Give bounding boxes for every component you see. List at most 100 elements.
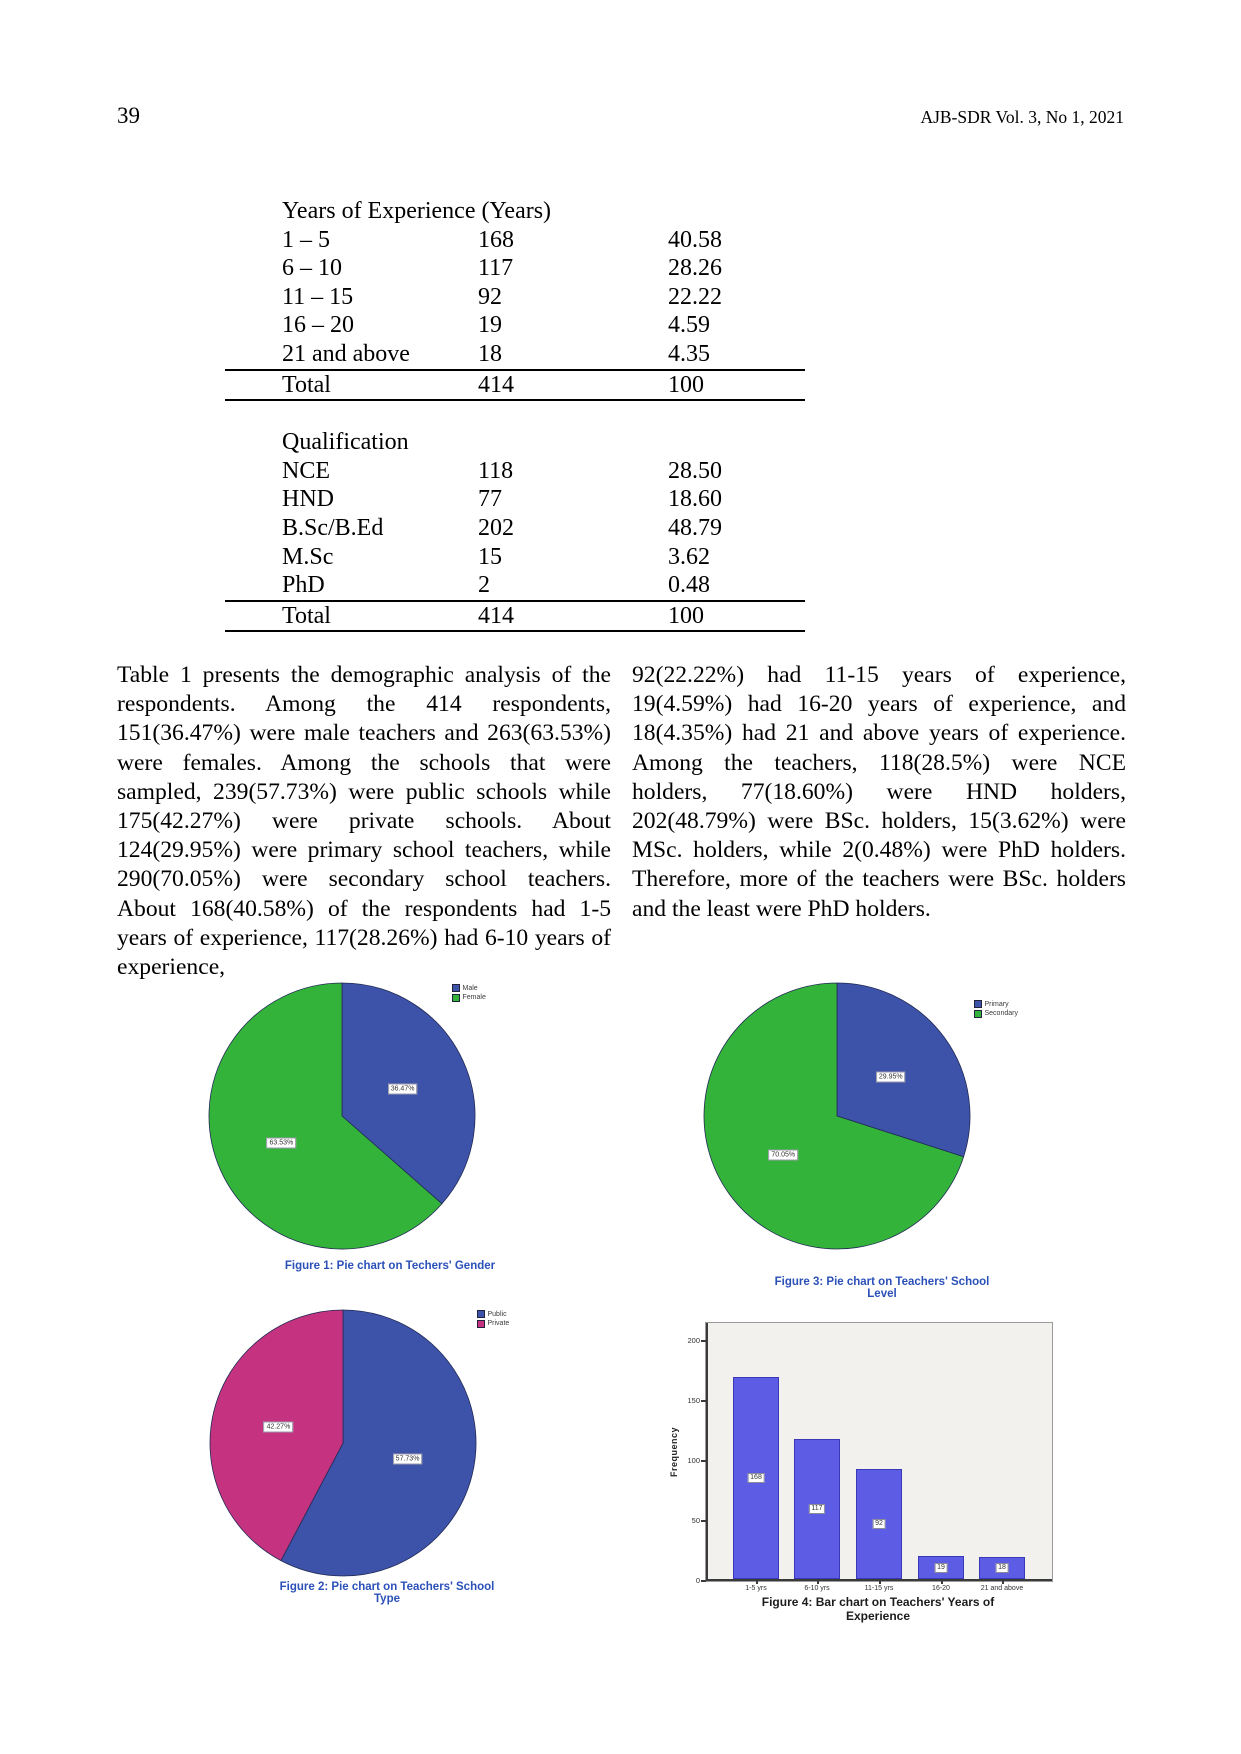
legend-entry: Secondary [974,1009,1018,1018]
legend-label: Public [487,1310,507,1318]
pie-value-label: 57.73% [392,1453,423,1465]
table-row: NCE 118 28.50 [225,457,805,486]
pie-slice-private [209,1309,344,1562]
legend-label: Primary [984,1000,1009,1008]
table-cell: 118 [478,457,514,484]
bar-value-label: 18 [995,1563,1009,1574]
x-tick-mark [756,1581,758,1584]
y-tick-label: 150 [687,1396,700,1405]
table-cell: Total [282,371,331,398]
table-cell: 40.58 [668,226,722,253]
body-text-left-column: Table 1 presents the demographic analysi… [117,662,611,981]
figure3-school-level-pie-chart: 29.95% 70.05% [697,976,977,1256]
table-cell: 6 – 10 [282,255,342,282]
table-cell: 414 [478,602,514,629]
legend-entry: Public [477,1310,509,1318]
legend-swatch [974,1009,982,1018]
pie-slice-primary [836,982,971,1158]
table-cell: 4.35 [668,340,710,367]
body-text-right-column: 92(22.22%) had 11-15 years of experience… [632,662,1126,922]
y-tick-mark [701,1460,706,1462]
figure4-experience-bar-chart: 0 50 100 150 200 168 1-5 yrs 117 6-10 yrs 92 11-15… [687,1322,1053,1592]
table-row: 21 and above 18 4.35 [225,340,805,369]
table-cell: 3.62 [668,543,710,570]
x-tick-label: 16-20 [932,1585,950,1592]
figure2-school-type-pie-chart: 57.73% 42.27% [203,1303,483,1583]
table-total-row: Total 414 100 [225,368,805,402]
legend-entry: Private [477,1319,509,1328]
x-tick-mark [817,1581,819,1584]
table-row: B.Sc/B.Ed 202 48.79 [225,514,805,543]
legend-label: Female [462,994,486,1001]
x-tick-label: 6-10 yrs [804,1585,830,1592]
figure2-caption: Figure 2: Pie chart on Teachers' School … [279,1581,495,1605]
y-tick-mark [701,1340,706,1342]
legend-swatch [974,1000,982,1008]
figure2-legend: Public Private [477,1310,509,1329]
y-tick-mark [701,1580,706,1582]
table-cell: 0.48 [668,572,710,599]
legend-entry: Primary [974,1000,1018,1008]
pie-value-label: 70.05% [768,1149,799,1161]
pie-slice-female [208,982,443,1250]
bar-value-label: 168 [747,1473,765,1484]
table-cell: 21 and above [282,340,410,367]
page-number: 39 [117,103,140,128]
table-row: M.Sc 15 3.62 [225,543,805,572]
table-cell: 4.59 [668,312,710,339]
figure1-caption: Figure 1: Pie chart on Techers' Gender [284,1260,496,1272]
table-cell: 168 [478,226,514,253]
figure4-y-axis-label: Frequency [669,1426,679,1478]
x-tick-mark [941,1581,943,1584]
table-section-header: Years of Experience (Years) [282,198,552,224]
legend-swatch [452,993,460,1002]
legend-swatch [477,1310,485,1318]
table-cell: 100 [668,371,704,398]
figure4-x-axis-line [706,1579,1052,1581]
figure4-y-axis-line [706,1323,708,1581]
table-cell: 92 [478,283,502,310]
figure3-caption: Figure 3: Pie chart on Teachers' School … [774,1276,990,1300]
table-row: PhD 2 0.48 [225,571,805,600]
x-tick-mark [1002,1581,1004,1584]
x-tick-mark [879,1581,881,1584]
table-cell: 15 [478,543,502,570]
table-row: 11 – 15 92 22.22 [225,283,805,312]
table-cell: 16 – 20 [282,312,354,339]
table-cell: 414 [478,371,514,398]
legend-label: Male [462,984,478,992]
table-row: 1 – 5 168 40.58 [225,226,805,255]
figure4-caption: Figure 4: Bar chart on Teachers' Years o… [761,1595,995,1623]
figure1-pie-svg [208,982,476,1250]
table-cell: PhD [282,572,325,599]
figure3-pie-svg [703,982,971,1250]
y-tick-label: 50 [691,1516,700,1525]
y-tick-label: 100 [687,1456,700,1465]
table-cell: 117 [478,255,514,282]
table-row: 16 – 20 19 4.59 [225,311,805,340]
bar-value-label: 19 [934,1562,948,1573]
table-section-spacer [225,401,805,428]
legend-label: Secondary [984,1010,1018,1017]
figure1-gender-pie-chart: 36.47% 63.53% [202,976,482,1256]
table-cell: B.Sc/B.Ed [282,514,384,541]
table-cell: 19 [478,312,502,339]
y-tick-mark [701,1400,706,1402]
pie-slice-secondary [703,982,965,1250]
table-cell: NCE [282,457,330,484]
pie-value-label: 36.47% [387,1083,418,1095]
table-cell: 1 – 5 [282,226,330,253]
table-row: HND 77 18.60 [225,485,805,514]
table-cell: M.Sc [282,543,334,570]
table-cell: 28.26 [668,255,722,282]
table-cell: 18 [478,340,502,367]
bar-value-label: 92 [872,1518,886,1529]
table-cell: 11 – 15 [282,283,354,310]
legend-entry: Female [452,993,486,1002]
table-cell: 2 [478,572,490,599]
table-cell: 22.22 [668,283,722,310]
figure1-legend: Male Female [452,984,486,1003]
pie-slice-public [280,1309,477,1577]
table-row: 6 – 10 117 28.26 [225,254,805,283]
